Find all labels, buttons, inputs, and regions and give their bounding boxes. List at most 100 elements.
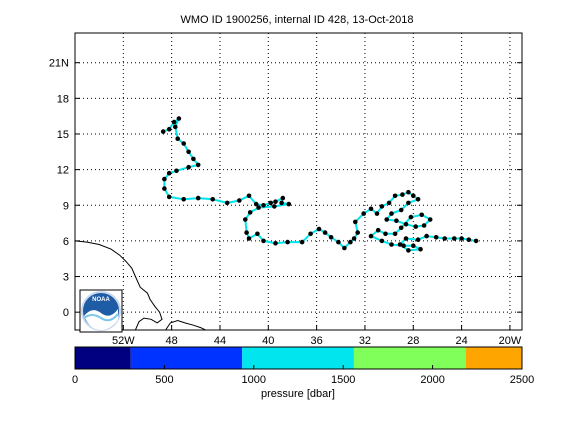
profile-point [244,230,249,235]
profile-point [413,224,419,229]
profile-point [186,164,191,170]
profile-point [408,214,414,220]
profile-point [384,217,390,222]
profile-point [415,197,421,202]
lat-tick-label: 18 [57,93,69,105]
noaa-logo-text: NOAA [92,297,110,303]
lat-tick-label: 21N [49,58,69,70]
profile-point [348,239,353,245]
colorbar-tick-label: 0 [72,374,78,386]
lat-tick-label: 12 [57,165,69,177]
profile-point [415,237,421,242]
profile-point [246,236,252,241]
profile-point [171,119,177,125]
profile-point [224,200,230,206]
profile-point [181,197,186,202]
profile-point [175,136,180,141]
profile-point [210,197,215,202]
profile-point [243,217,248,222]
profile-point [280,195,286,201]
colorbar-ticks: 0 500 1000 1500 2000 2500 [72,365,534,386]
lon-tick-label: 40 [262,335,274,347]
profile-point [256,205,261,210]
profile-point [247,210,253,215]
profile-point [419,212,425,218]
lat-tick-label: 0 [63,307,69,319]
profile-point [389,211,394,216]
profile-point [375,227,381,233]
colorbar-segment [353,347,466,369]
lon-tick-label: 52W [112,335,135,347]
profile-point [383,231,388,237]
profile-point [361,211,367,216]
profile-point [442,236,448,241]
profile-point [299,239,305,245]
profile-point [166,170,172,176]
profile-point [261,203,266,208]
colorbar-tick-label: 1500 [331,374,355,386]
colorbar-frame [74,346,523,370]
profile-point [272,204,277,209]
profile-point [406,200,411,206]
lat-tick-label: 6 [63,236,69,248]
profile-point [286,201,292,207]
pressure-colorbar: 0 500 1000 1500 2000 2500 pressure [dbar] [72,346,534,400]
profile-point [427,217,433,222]
profile-point [160,129,166,134]
profile-point [237,198,242,203]
profile-point [162,186,167,191]
profile-point [411,193,416,199]
profile-point [389,242,394,247]
profile-point [261,238,266,244]
profile-points [160,116,479,253]
profile-point [466,237,472,242]
profile-point [279,200,284,206]
profile-point [255,231,260,237]
coastline [75,240,206,330]
profile-point [386,200,392,206]
profile-point [398,225,404,231]
map-frame [74,32,523,331]
profile-point [421,223,427,228]
profile-point [285,239,290,245]
profile-point [411,243,416,248]
profile-point [166,126,172,132]
profile-point [353,219,358,225]
profile-point [452,236,457,241]
profile-point [316,226,322,232]
colorbar-tick-label: 2000 [420,374,444,386]
colorbar-label: pressure [dbar] [261,388,335,400]
colorbar-segment [75,347,131,369]
longitude-axis: 52W 48 44 40 36 32 28 24 20W [112,335,522,347]
profile-point [355,230,361,235]
profile-point [273,199,278,204]
lat-tick-label: 15 [57,129,69,141]
lon-tick-label: 48 [166,335,178,347]
profile-point [173,124,178,130]
profile-point [394,218,399,223]
profile-point [403,236,409,241]
profile-point [403,222,409,227]
lon-tick-label: 28 [407,335,419,347]
lon-tick-label: 20W [499,335,522,347]
figure-title: WMO ID 1900256, internal ID 428, 13-Oct-… [181,14,414,26]
colorbar-tick-label: 1000 [242,374,266,386]
profile-point [186,149,191,155]
profile-point [401,243,406,248]
profile-point [195,195,201,201]
profile-point [253,201,259,207]
profile-point [392,193,398,199]
map-grid [75,33,522,330]
profile-point [336,239,341,245]
profile-point [418,246,423,252]
colorbar-tick-label: 500 [155,374,173,386]
profile-point [246,193,252,199]
profile-point [342,245,347,251]
lon-tick-label: 24 [455,335,467,347]
profile-point [195,162,201,168]
profile-point [166,194,172,200]
profile-point [308,231,313,237]
profile-point [433,235,439,240]
colorbar-segment [130,347,243,369]
